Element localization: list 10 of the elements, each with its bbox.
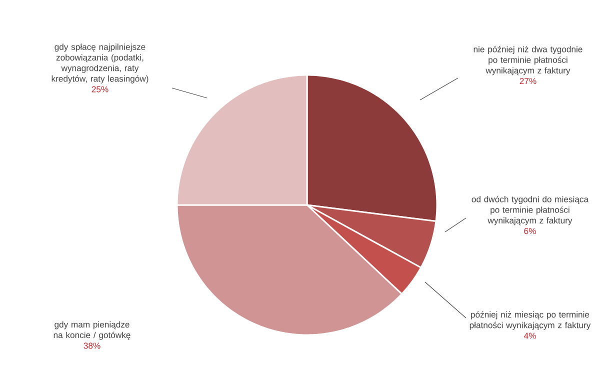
data-label: 25% (92, 86, 108, 92)
data-label: 6% (524, 228, 536, 234)
slice-label: gdy spłacę najpilniejsze zobowiązania (podatki, wynagrodzenia, raty kredytów, raty leasingów) (52, 44, 148, 84)
data-label: 27% (520, 78, 536, 84)
data-label: 4% (524, 332, 536, 339)
data-label: 38% (84, 342, 100, 349)
slice-label: później niż miesiąc po terminie płatności wynikającym z faktury (470, 311, 591, 330)
slice-label: nie później niż dwa tygodnie po terminie płatności wynikającym z faktury (474, 46, 582, 76)
slice-label: gdy mam pieniądze na koncie / gotówkę (54, 321, 130, 340)
slice-label: od dwóch tygodni do miesiąca po terminie płatności wynikającym z faktury (472, 196, 589, 226)
